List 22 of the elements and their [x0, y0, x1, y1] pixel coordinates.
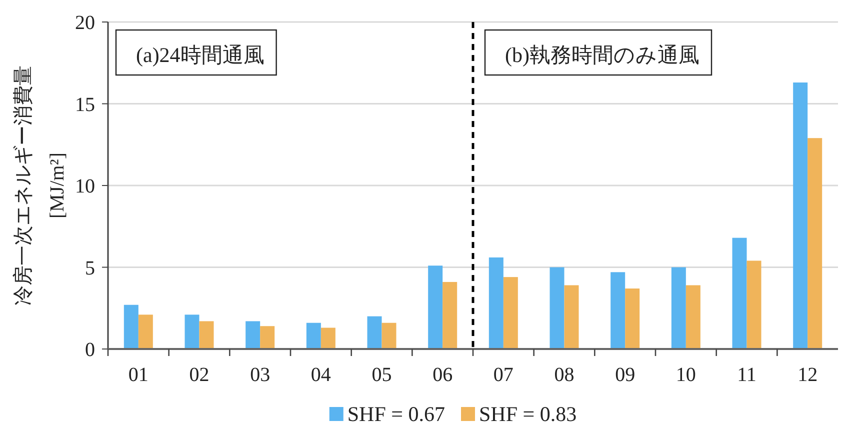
- x-tick-label: 12: [798, 364, 818, 386]
- x-tick-label: 01: [128, 364, 148, 386]
- x-tick-label: 09: [615, 364, 636, 386]
- x-tick-label: 03: [250, 364, 270, 386]
- x-tick-label: 04: [310, 364, 331, 386]
- y-tick-label: 10: [75, 176, 95, 198]
- legend-label: SHF = 0.67: [347, 402, 445, 426]
- x-tick-label: 11: [737, 364, 756, 386]
- x-tick-label: 08: [554, 364, 574, 386]
- annotation: (a)24時間通風: [136, 43, 264, 67]
- x-tick-label: 02: [189, 364, 210, 386]
- x-tick-label: 05: [372, 364, 392, 386]
- annotation: (b)執務時間のみ通風: [505, 43, 700, 67]
- y-tick-label: 0: [85, 339, 95, 361]
- y-tick-label: 15: [75, 94, 95, 116]
- legend-label: SHF = 0.83: [479, 402, 577, 426]
- y-tick-label: 5: [85, 257, 95, 280]
- y-tick-label: 20: [75, 12, 95, 34]
- x-tick-label: 06: [432, 364, 453, 386]
- x-tick-label: 07: [493, 364, 514, 386]
- y-axis-title: 冷房一次エネルギー消費量 [MJ/m²]: [12, 66, 69, 306]
- x-tick-label: 10: [676, 364, 696, 386]
